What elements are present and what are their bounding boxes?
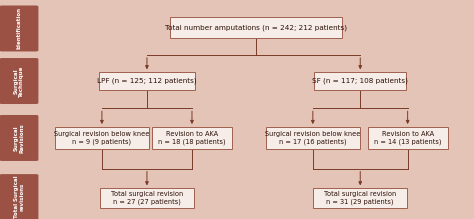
Text: Revision to AKA
n = 18 (18 patients): Revision to AKA n = 18 (18 patients)	[158, 131, 226, 145]
FancyBboxPatch shape	[0, 174, 38, 219]
FancyBboxPatch shape	[314, 72, 406, 90]
Text: LPF (n = 125; 112 patients): LPF (n = 125; 112 patients)	[97, 78, 197, 84]
Text: Surgical
Technique: Surgical Technique	[14, 65, 24, 97]
Text: Identification: Identification	[17, 7, 21, 49]
FancyBboxPatch shape	[313, 188, 407, 208]
Text: Surgical
Revisions: Surgical Revisions	[14, 123, 24, 153]
FancyBboxPatch shape	[0, 58, 38, 104]
Text: Total number amputations (n = 242; 212 patients): Total number amputations (n = 242; 212 p…	[165, 24, 347, 31]
Text: Total surgical revision
n = 27 (27 patients): Total surgical revision n = 27 (27 patie…	[111, 191, 183, 205]
FancyBboxPatch shape	[0, 5, 38, 51]
FancyBboxPatch shape	[99, 72, 195, 90]
Text: Surgical revision below knee
n = 9 (9 patients): Surgical revision below knee n = 9 (9 pa…	[54, 131, 150, 145]
FancyBboxPatch shape	[100, 188, 194, 208]
Text: Total surgical revision
n = 31 (29 patients): Total surgical revision n = 31 (29 patie…	[324, 191, 396, 205]
FancyBboxPatch shape	[368, 127, 447, 149]
FancyBboxPatch shape	[170, 17, 342, 38]
Text: SF (n = 117; 108 patients): SF (n = 117; 108 patients)	[312, 78, 408, 84]
FancyBboxPatch shape	[152, 127, 232, 149]
FancyBboxPatch shape	[55, 127, 149, 149]
Text: Total Surgical
revisions: Total Surgical revisions	[14, 176, 24, 218]
Text: Surgical revision below knee
n = 17 (16 patients): Surgical revision below knee n = 17 (16 …	[265, 131, 361, 145]
Text: Revision to AKA
n = 14 (13 patients): Revision to AKA n = 14 (13 patients)	[374, 131, 441, 145]
FancyBboxPatch shape	[265, 127, 360, 149]
FancyBboxPatch shape	[0, 115, 38, 161]
